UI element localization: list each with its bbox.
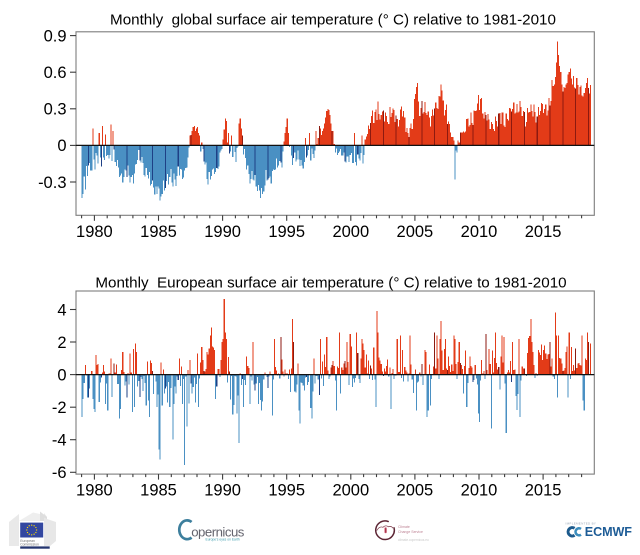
- svg-text:1985: 1985: [140, 223, 177, 241]
- svg-text:2005: 2005: [397, 482, 434, 500]
- svg-text:Monthly European surface air: Monthly European surface air temperature…: [95, 274, 566, 291]
- svg-text:2010: 2010: [461, 482, 498, 500]
- svg-text:0.6: 0.6: [44, 64, 67, 82]
- svg-text:2015: 2015: [525, 223, 562, 241]
- svg-text:1995: 1995: [268, 482, 305, 500]
- svg-text:opernicus: opernicus: [191, 525, 245, 540]
- svg-text:1980: 1980: [76, 482, 113, 500]
- svg-text:2005: 2005: [397, 223, 434, 241]
- svg-text:European: European: [20, 539, 35, 543]
- svg-text:1990: 1990: [204, 482, 241, 500]
- svg-text:2015: 2015: [525, 482, 562, 500]
- svg-text:Climate: Climate: [398, 525, 410, 529]
- svg-text:2: 2: [57, 334, 66, 352]
- svg-text:0: 0: [57, 137, 66, 155]
- svg-text:2000: 2000: [332, 223, 369, 241]
- svg-text:Monthly global surface air te: Monthly global surface air temperature (…: [110, 11, 556, 28]
- svg-text:Commission: Commission: [20, 543, 39, 547]
- svg-text:ECMWF: ECMWF: [585, 525, 632, 539]
- svg-text:0.9: 0.9: [44, 27, 67, 45]
- svg-text:1995: 1995: [268, 223, 305, 241]
- svg-text:1990: 1990: [204, 223, 241, 241]
- svg-text:2000: 2000: [332, 482, 369, 500]
- svg-text:-0.3: -0.3: [38, 174, 66, 192]
- svg-text:-2: -2: [52, 399, 67, 417]
- svg-text:climate.copernicus.eu: climate.copernicus.eu: [398, 538, 429, 542]
- svg-text:-4: -4: [52, 432, 67, 450]
- svg-text:0: 0: [57, 366, 66, 384]
- svg-text:0.3: 0.3: [44, 101, 67, 119]
- svg-text:Change Service: Change Service: [398, 530, 423, 534]
- svg-text:-6: -6: [52, 464, 67, 482]
- svg-text:2010: 2010: [461, 223, 498, 241]
- svg-text:IMPLEMENTED BY: IMPLEMENTED BY: [566, 522, 597, 526]
- svg-text:Europe’s eyes on Earth: Europe’s eyes on Earth: [206, 538, 240, 542]
- svg-text:1980: 1980: [76, 223, 113, 241]
- svg-text:1985: 1985: [140, 482, 177, 500]
- svg-text:4: 4: [57, 301, 66, 319]
